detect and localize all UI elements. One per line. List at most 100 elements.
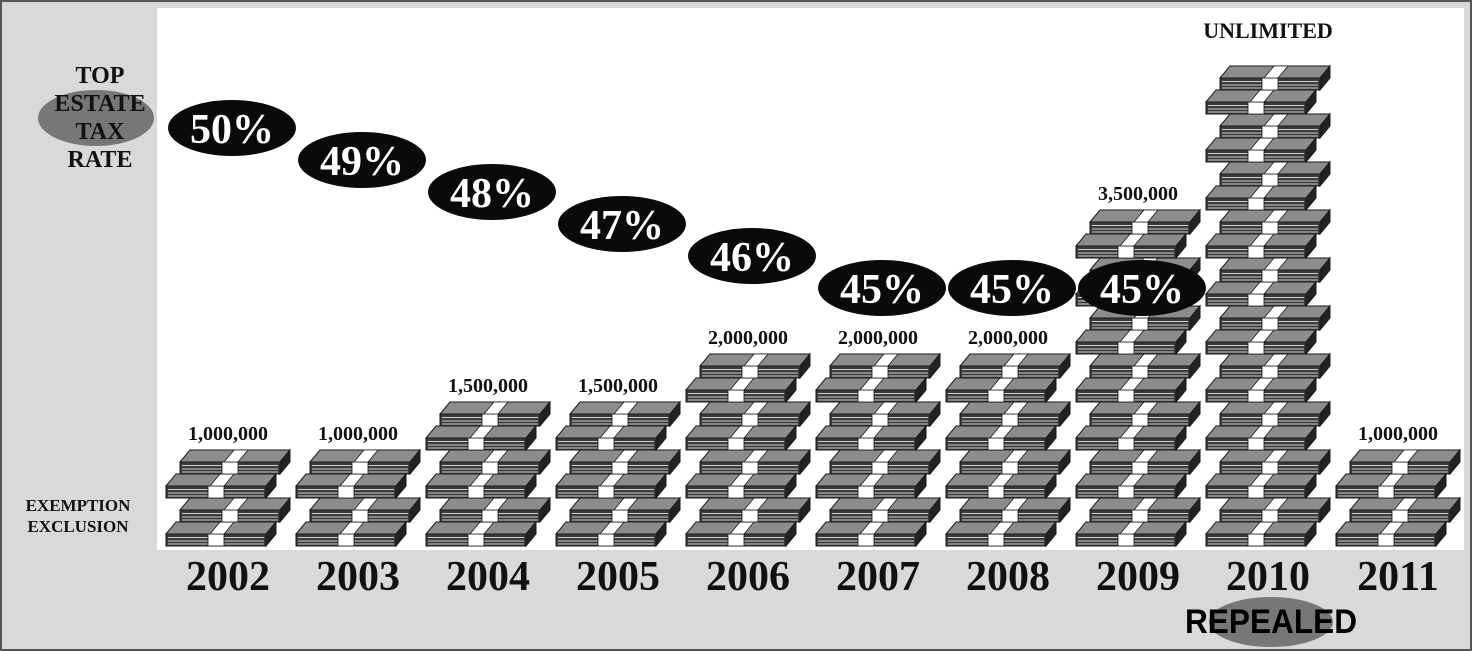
rate-ellipse-2009 xyxy=(1078,260,1206,316)
rate-ellipse-2002 xyxy=(168,100,296,156)
stack-unit-2008-1 xyxy=(959,497,1071,523)
stack-unit-2009-0 xyxy=(1075,521,1187,547)
stack-unit-2005-3 xyxy=(569,449,681,475)
rate-ellipse-2004 xyxy=(428,164,556,220)
stack-unit-2010-14 xyxy=(1205,185,1317,211)
stack-2002 xyxy=(165,449,291,547)
stack-unit-2006-6 xyxy=(685,377,797,403)
stack-unit-2006-0 xyxy=(685,521,797,547)
stack-unit-2009-2 xyxy=(1075,473,1187,499)
exemption-label-2011: 1,000,000 xyxy=(1358,423,1438,445)
stack-unit-2007-4 xyxy=(815,425,927,451)
stack-unit-2008-6 xyxy=(945,377,1057,403)
stack-unit-2006-3 xyxy=(699,449,811,475)
stack-unit-2005-2 xyxy=(555,473,667,499)
stack-unit-2007-1 xyxy=(829,497,941,523)
year-label-2011: 2011 xyxy=(1357,554,1439,600)
stack-unit-2002-0 xyxy=(165,521,277,547)
rate-label-2002: 50% xyxy=(190,107,274,153)
year-label-2004: 2004 xyxy=(446,554,530,600)
stack-unit-2006-5 xyxy=(699,401,811,427)
stack-unit-2010-15 xyxy=(1219,161,1331,187)
rate-label-line-3: TAX xyxy=(76,119,126,145)
stack-unit-2009-5 xyxy=(1089,401,1201,427)
stack-unit-2006-7 xyxy=(699,353,811,379)
exemption-label-line-1: EXEMPTION xyxy=(26,496,132,515)
exemption-label-2008: 2,000,000 xyxy=(968,327,1048,349)
rate-label-2009: 45% xyxy=(1100,267,1184,313)
stack-unit-2003-3 xyxy=(309,449,421,475)
stack-unit-2010-6 xyxy=(1205,377,1317,403)
repealed-label: REPEALED xyxy=(1185,603,1357,641)
rate-label-2007: 45% xyxy=(840,267,924,313)
repealed-ellipse xyxy=(1209,597,1333,647)
stack-unit-2005-4 xyxy=(555,425,667,451)
stack-unit-2010-11 xyxy=(1219,257,1331,283)
repealed-badge: REPEALED xyxy=(1185,597,1357,647)
stack-unit-2006-1 xyxy=(699,497,811,523)
exemption-label-2005: 1,500,000 xyxy=(578,375,658,397)
stack-unit-2010-9 xyxy=(1219,305,1331,331)
stack-unit-2006-2 xyxy=(685,473,797,499)
stack-unit-2008-0 xyxy=(945,521,1057,547)
stack-2011 xyxy=(1335,449,1461,547)
year-label-2005: 2005 xyxy=(576,554,660,600)
year-label-2009: 2009 xyxy=(1096,554,1180,600)
exemption-label-2004: 1,500,000 xyxy=(448,375,528,397)
stack-unit-2010-8 xyxy=(1205,329,1317,355)
stack-unit-2009-4 xyxy=(1075,425,1187,451)
stack-2003 xyxy=(295,449,421,547)
stack-unit-2004-5 xyxy=(439,401,551,427)
stack-unit-2008-4 xyxy=(945,425,1057,451)
stack-unit-2009-12 xyxy=(1075,233,1187,259)
exemption-label-2007: 2,000,000 xyxy=(838,327,918,349)
stack-unit-2010-2 xyxy=(1205,473,1317,499)
stack-unit-2010-1 xyxy=(1219,497,1331,523)
stack-unit-2008-5 xyxy=(959,401,1071,427)
rate-2004: 48% xyxy=(428,164,556,220)
exemption-label-line-2: EXCLUSION xyxy=(27,517,129,536)
rate-2003: 49% xyxy=(298,132,426,188)
stack-unit-2010-18 xyxy=(1205,89,1317,115)
rate-2005: 47% xyxy=(558,196,686,252)
stack-unit-2010-4 xyxy=(1205,425,1317,451)
rate-label-line-1: TOP xyxy=(76,63,125,89)
exemption-axis-label: EXEMPTION EXCLUSION xyxy=(26,496,132,536)
rate-ellipse-2003 xyxy=(298,132,426,188)
stack-unit-2010-5 xyxy=(1219,401,1331,427)
exemption-label-2003: 1,000,000 xyxy=(318,423,398,445)
stack-unit-2004-3 xyxy=(439,449,551,475)
stack-unit-2009-3 xyxy=(1089,449,1201,475)
exemption-label-2006: 2,000,000 xyxy=(708,327,788,349)
stack-unit-2005-5 xyxy=(569,401,681,427)
exemption-label-2010: UNLIMITED xyxy=(1203,18,1333,43)
rate-ellipse-2006 xyxy=(688,228,816,284)
stack-unit-2009-1 xyxy=(1089,497,1201,523)
stack-unit-2010-17 xyxy=(1219,113,1331,139)
stack-unit-2010-12 xyxy=(1205,233,1317,259)
stack-unit-2007-2 xyxy=(815,473,927,499)
stack-unit-2007-6 xyxy=(815,377,927,403)
rate-label-line-4: RATE xyxy=(68,147,133,173)
stack-unit-2011-0 xyxy=(1335,521,1447,547)
rate-2007: 45% xyxy=(818,260,946,316)
stack-unit-2010-16 xyxy=(1205,137,1317,163)
rate-2008: 45% xyxy=(948,260,1076,316)
stack-unit-2004-2 xyxy=(425,473,537,499)
stack-unit-2008-2 xyxy=(945,473,1057,499)
stack-unit-2009-6 xyxy=(1075,377,1187,403)
stack-2005 xyxy=(555,401,681,547)
year-label-2008: 2008 xyxy=(966,554,1050,600)
stack-unit-2003-2 xyxy=(295,473,407,499)
rate-label-2004: 48% xyxy=(450,171,534,217)
exemption-value-labels: 1,000,000 1,000,000 1,500,000 1,500,000 2,00… xyxy=(188,18,1438,445)
year-label-2003: 2003 xyxy=(316,554,400,600)
rate-2006: 46% xyxy=(688,228,816,284)
stack-unit-2002-3 xyxy=(179,449,291,475)
rate-label-2008: 45% xyxy=(970,267,1054,313)
year-labels: 2002 2003 2004 2005 2006 2007 2008 2009 2010 2011 xyxy=(186,554,1439,600)
stack-2008 xyxy=(945,353,1071,547)
rate-label-2005: 47% xyxy=(580,203,664,249)
